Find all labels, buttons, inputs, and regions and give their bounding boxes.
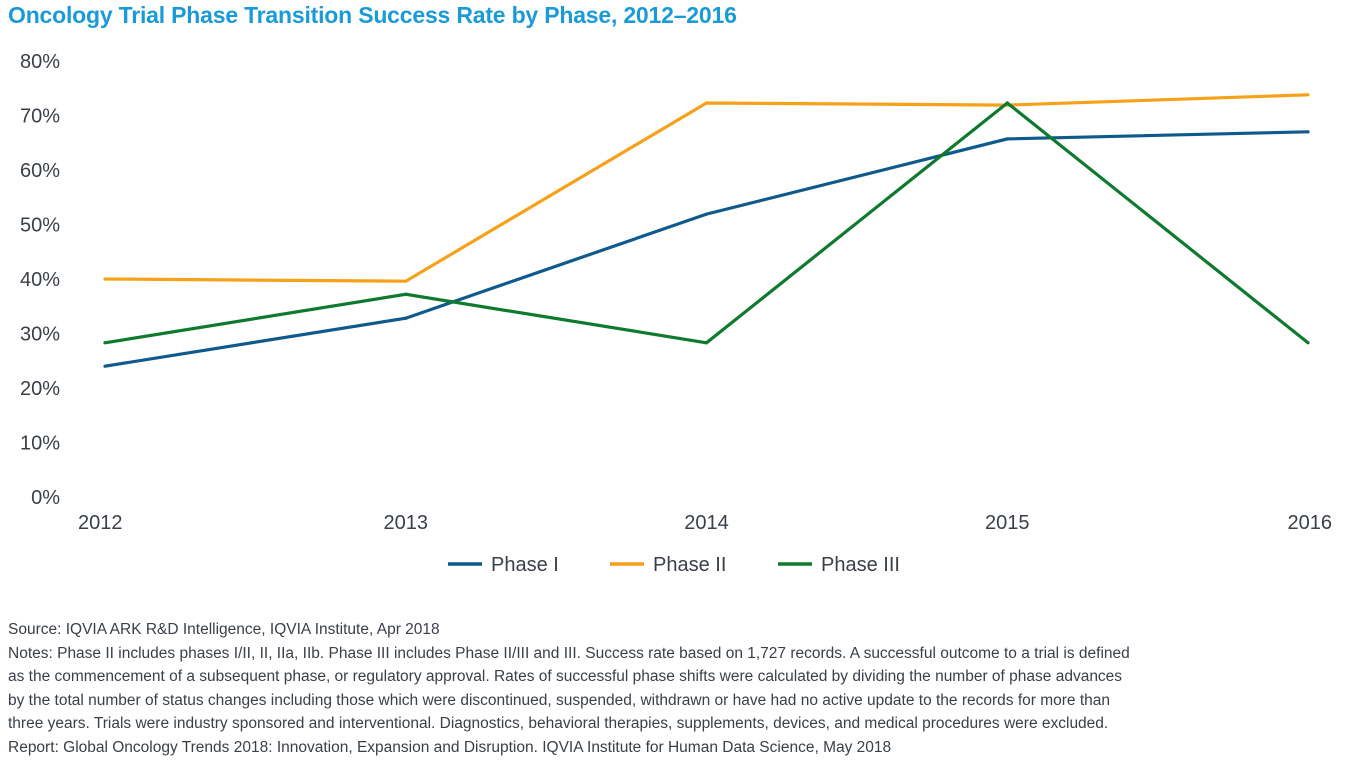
y-tick-label: 40% [20, 269, 60, 291]
notes-line: Notes: Phase II includes phases I/II, II… [8, 644, 1130, 662]
data-point-phase-iii [1005, 101, 1009, 105]
notes-line: as the commencement of a subsequent phas… [8, 668, 1123, 685]
chart-title: Oncology Trial Phase Transition Success … [8, 2, 737, 28]
y-tick-label: 60% [20, 160, 60, 182]
x-tick-label: 2012 [78, 512, 123, 534]
x-tick-label: 2016 [1288, 512, 1333, 534]
x-tick-label: 2013 [384, 512, 429, 534]
data-point-phase-i [404, 316, 408, 320]
y-axis: 0% 10% 20% 30% 40% 50% 60% 70% 80% [20, 51, 60, 509]
data-point-phase-iii [1306, 341, 1310, 345]
data-point-phase-i [1005, 137, 1009, 141]
y-tick-label: 20% [20, 378, 60, 400]
source-note: Source: IQVIA ARK R&D Intelligence, IQVI… [8, 621, 440, 638]
y-tick-label: 50% [20, 215, 60, 237]
data-point-phase-iii [103, 341, 107, 345]
series-line-phase-i [104, 130, 1309, 368]
data-point-phase-iii [404, 292, 408, 296]
y-tick-label: 30% [20, 324, 60, 346]
data-point-phase-i [1306, 130, 1310, 134]
x-tick-label: 2014 [684, 512, 729, 534]
notes-line: three years. Trials were industry sponso… [8, 715, 1109, 732]
y-tick-label: 70% [20, 106, 60, 128]
legend-label-phase-i: Phase I [491, 554, 559, 576]
data-point-phase-ii [704, 101, 709, 105]
legend: Phase I Phase II Phase III [448, 554, 900, 576]
data-point-phase-i [704, 212, 709, 216]
series-lines [103, 93, 1310, 368]
legend-label-phase-iii: Phase III [821, 554, 900, 576]
x-axis: 2012 2013 2014 2015 2016 [78, 512, 1332, 534]
series-line-phase-ii [104, 93, 1309, 283]
data-point-phase-ii [404, 279, 408, 283]
notes-line: by the total number of status changes in… [8, 691, 1111, 709]
data-point-phase-ii [1306, 93, 1310, 97]
y-tick-label: 0% [31, 487, 60, 509]
y-tick-label: 10% [20, 433, 60, 455]
data-point-phase-i [103, 364, 107, 368]
line-chart: 0%10%20%30%40%50%60%70%80% 2012 2013 2014 2… [20, 51, 1332, 576]
x-tick-label: 2015 [985, 512, 1030, 534]
y-tick-label: 80% [20, 51, 60, 73]
chart-footer: Source: IQVIA ARK R&D Intelligence, IQVI… [8, 618, 1348, 759]
data-point-phase-ii [103, 277, 107, 281]
series-line-phase-iii [104, 100, 1309, 345]
data-point-phase-iii [704, 341, 709, 345]
report-note: Report: Global Oncology Trends 2018: Inn… [8, 738, 892, 756]
legend-label-phase-ii: Phase II [653, 554, 726, 576]
